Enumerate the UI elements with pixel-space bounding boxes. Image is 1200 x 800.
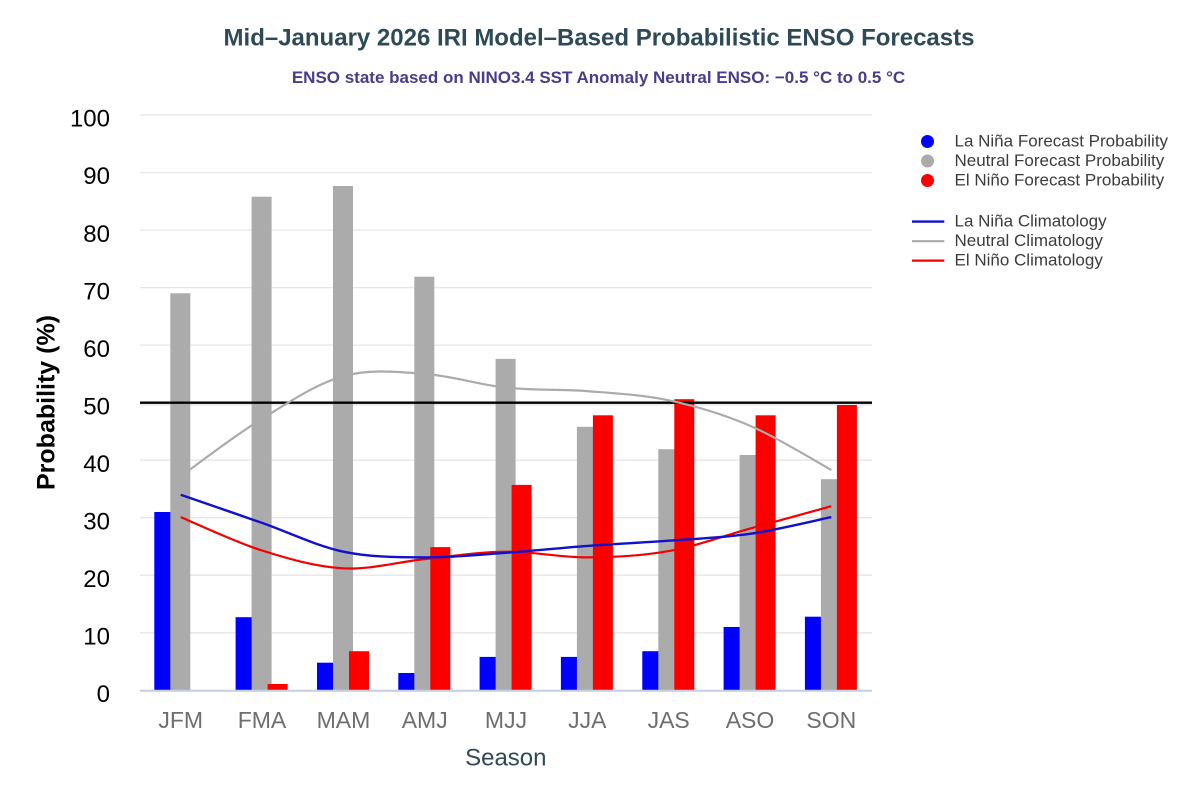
svg-text:SON: SON	[806, 707, 856, 733]
svg-text:ENSO state based on NINO3.4 SS: ENSO state based on NINO3.4 SST Anomaly …	[292, 68, 905, 87]
svg-text:MAM: MAM	[317, 707, 371, 733]
svg-text:10: 10	[83, 624, 110, 651]
svg-text:FMA: FMA	[238, 707, 287, 733]
svg-text:Probability (%): Probability (%)	[33, 315, 61, 490]
svg-text:JAS: JAS	[648, 707, 690, 733]
svg-text:JJA: JJA	[568, 707, 607, 733]
svg-text:90: 90	[83, 163, 110, 190]
svg-text:JFM: JFM	[158, 707, 203, 733]
svg-text:30: 30	[83, 508, 110, 535]
svg-text:40: 40	[83, 451, 110, 478]
svg-text:60: 60	[83, 336, 110, 363]
svg-text:AMJ: AMJ	[402, 707, 448, 733]
svg-text:50: 50	[83, 393, 110, 420]
svg-text:MJJ: MJJ	[485, 707, 527, 733]
svg-text:ASO: ASO	[726, 707, 775, 733]
svg-text:La Niña Climatology: La Niña Climatology	[955, 212, 1108, 231]
svg-text:70: 70	[83, 278, 110, 305]
svg-text:Neutral Forecast Probability: Neutral Forecast Probability	[955, 151, 1165, 170]
svg-text:El Niño Forecast Probability: El Niño Forecast Probability	[955, 171, 1165, 190]
svg-text:20: 20	[83, 566, 110, 593]
svg-text:0: 0	[97, 681, 110, 708]
svg-text:Mid–January 2026 IRI Model–Bas: Mid–January 2026 IRI Model–Based Probabi…	[224, 25, 975, 52]
svg-text:Neutral Climatology: Neutral Climatology	[955, 231, 1104, 250]
svg-text:Season: Season	[465, 745, 546, 772]
svg-text:El Niño Climatology: El Niño Climatology	[955, 251, 1104, 270]
svg-text:80: 80	[83, 221, 110, 248]
svg-text:100: 100	[70, 106, 110, 133]
svg-text:La Niña Forecast Probability: La Niña Forecast Probability	[955, 132, 1169, 151]
